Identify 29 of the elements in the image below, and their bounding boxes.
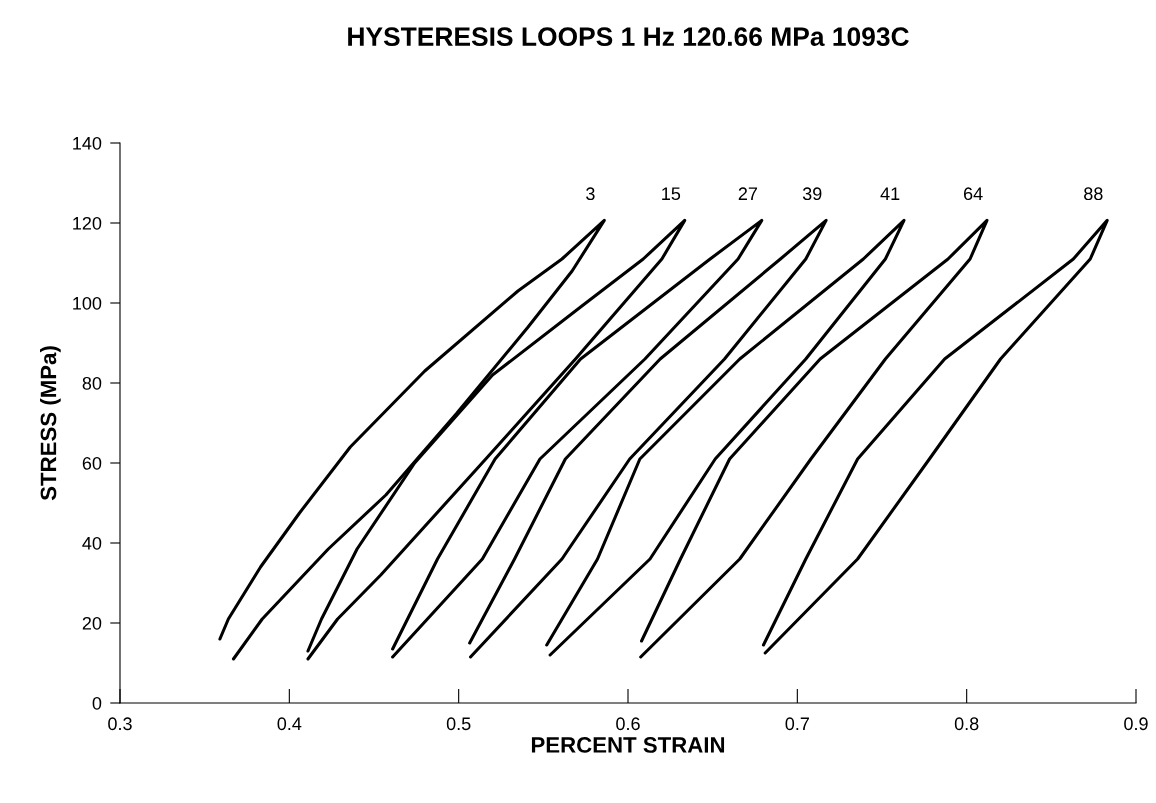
y-tick-label: 120 [73, 216, 102, 230]
series-label: 88 [1084, 187, 1103, 201]
series-label: 41 [880, 187, 900, 200]
y-tick-label: 0 [92, 696, 102, 710]
y-tick-label: 20 [82, 616, 102, 630]
y-axis-title: STRESS (MPa) [40, 346, 61, 501]
x-tick-label: 0.8 [954, 717, 979, 731]
y-tick-label: 60 [82, 456, 102, 470]
series-label: 15 [662, 187, 681, 201]
line-series [761, 218, 1109, 655]
x-tick-label: 0.4 [277, 717, 302, 731]
series-label: 27 [738, 187, 758, 200]
x-tick-label: 0.5 [446, 717, 471, 731]
series-label: 39 [802, 187, 822, 201]
line-series [639, 218, 989, 659]
y-tick-label: 80 [82, 376, 102, 390]
y-tick-label: 40 [82, 536, 102, 550]
x-tick-label: 0.3 [108, 717, 132, 731]
series-label: 64 [963, 187, 983, 201]
chart-title: HYSTERESIS LOOPS 1 Hz 120.66 MPa 1093C [348, 27, 909, 47]
line-series [545, 218, 906, 657]
line-series [468, 218, 828, 659]
x-axis-title: PERCENT STRAIN [531, 737, 725, 753]
x-tick-label: 0.7 [785, 717, 809, 731]
y-tick-label: 140 [73, 136, 102, 150]
x-tick-label: 0.6 [616, 717, 640, 731]
series-label: 3 [586, 187, 595, 201]
x-tick-label: 0.9 [1124, 717, 1148, 731]
y-tick-label: 100 [73, 296, 102, 310]
